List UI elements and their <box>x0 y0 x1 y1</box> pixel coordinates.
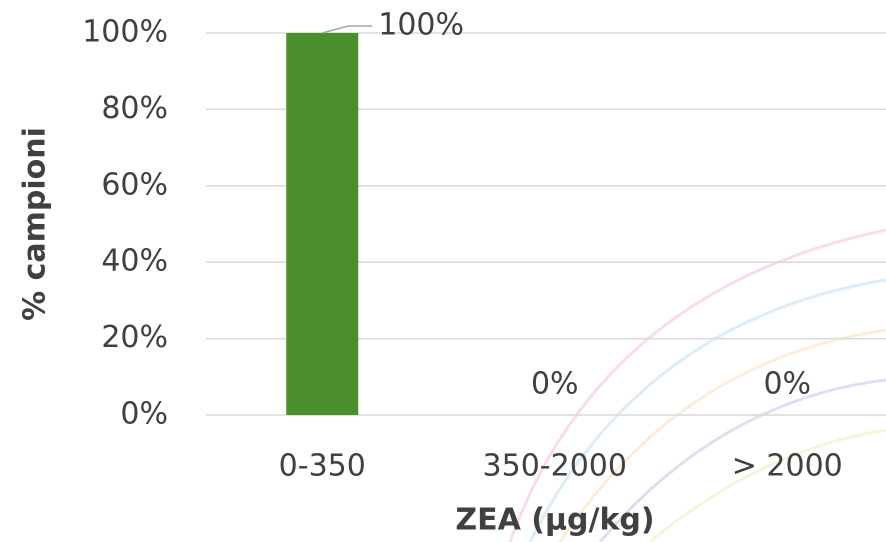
data-label: 0% <box>763 367 811 402</box>
y-tick-label: 100% <box>82 15 168 50</box>
data-label: 0% <box>531 367 579 402</box>
y-tick-label: 80% <box>101 91 168 126</box>
x-tick-label: > 2000 <box>732 449 843 484</box>
y-tick-label: 0% <box>120 397 168 432</box>
x-tick-label: 0-350 <box>279 449 366 484</box>
y-tick-label: 40% <box>101 244 168 279</box>
y-tick-label: 60% <box>101 167 168 202</box>
x-axis-title: ZEA (µg/kg) <box>455 503 654 538</box>
leader-line <box>322 25 373 34</box>
data-label: 100% <box>378 8 464 43</box>
y-tick-label: 20% <box>101 320 168 355</box>
bar <box>286 33 359 415</box>
y-axis-title: % campioni <box>18 127 53 321</box>
x-tick-label: 350-2000 <box>483 449 627 484</box>
